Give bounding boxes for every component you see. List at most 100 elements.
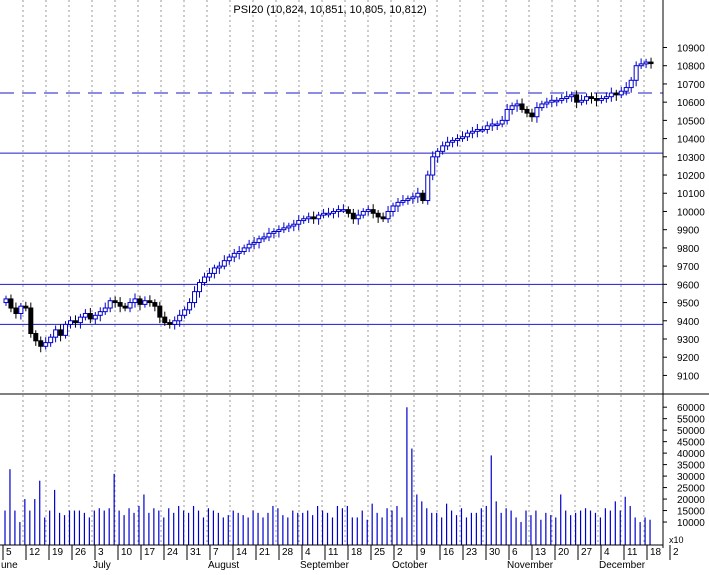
candle-body: [638, 63, 644, 67]
candle-body: [390, 205, 396, 212]
price-tick-label: 9300: [677, 335, 700, 346]
x-day-label: 7: [213, 547, 219, 558]
candle-body: [256, 238, 262, 243]
candle-body: [276, 229, 282, 233]
price-tick-label: 9900: [677, 226, 700, 237]
x-day-label: 5: [6, 547, 12, 558]
candle-body: [584, 96, 590, 101]
candle-body: [321, 212, 327, 216]
candle-body: [608, 92, 614, 98]
candle-body: [360, 210, 366, 216]
x-day-label: 11: [627, 547, 638, 558]
candle-body: [340, 209, 346, 212]
x-day-label: 2: [673, 547, 679, 558]
candle-body: [33, 333, 39, 342]
candle-body: [72, 320, 78, 324]
candle-body: [182, 309, 188, 316]
x-day-label: 4: [305, 547, 311, 558]
volume-tick-label: 30000: [677, 472, 705, 483]
candle-body: [350, 212, 356, 220]
candle-body: [152, 302, 158, 307]
candle-body: [464, 132, 470, 138]
candle-body: [415, 192, 421, 198]
candle-body: [142, 300, 148, 305]
candle-body: [489, 123, 495, 127]
candle-body: [445, 141, 451, 147]
volume-tick-label: 10000: [677, 518, 705, 529]
candle-body: [330, 210, 336, 214]
x-month-label: une: [1, 560, 18, 570]
chart-title: PSI20 (10,824, 10,851, 10,805, 10,812): [233, 4, 426, 16]
x-day-label: 26: [75, 547, 87, 558]
candle-body: [628, 79, 634, 89]
candle-body: [613, 92, 619, 96]
candle-body: [82, 312, 88, 318]
candle-body: [197, 282, 203, 293]
candle-body: [206, 272, 212, 278]
candle-body: [603, 96, 609, 100]
price-tick-label: 9200: [677, 353, 700, 364]
candle-body: [410, 196, 416, 200]
candle-body: [499, 119, 505, 125]
candle-body: [92, 314, 98, 320]
price-axis-ticks: 9100 9200 9300 9400 9500 9600 9700 9800 9900 1000…: [663, 44, 705, 382]
candle-body: [38, 340, 44, 347]
candle-body: [559, 98, 565, 101]
candle-body: [430, 156, 436, 176]
price-tick-label: 9500: [677, 299, 700, 310]
candle-body: [291, 223, 297, 227]
candle-body: [494, 123, 500, 127]
price-tick-label: 10300: [677, 153, 705, 164]
volume-bars: [4, 407, 651, 545]
candle-body: [514, 103, 520, 107]
price-tick-label: 10700: [677, 80, 705, 91]
x-month-label: December: [599, 560, 646, 570]
candle-body: [618, 90, 624, 96]
volume-axis-ticks: 1000015000200002500030000350004000045000…: [663, 403, 705, 545]
candle-body: [534, 107, 540, 118]
volume-tick-label: 15000: [677, 507, 705, 518]
reference-lines: [0, 92, 663, 325]
candle-body: [231, 252, 237, 258]
candle-body: [8, 298, 14, 309]
x-month-label: November: [507, 560, 554, 570]
candle-body: [246, 243, 252, 249]
candle-body: [450, 139, 456, 143]
candle-body: [574, 94, 580, 103]
x-day-label: 6: [512, 547, 518, 558]
x-day-label: 12: [29, 547, 41, 558]
candle-body: [544, 101, 550, 105]
price-tick-label: 9600: [677, 280, 700, 291]
candle-body: [296, 220, 302, 225]
x-day-label: 31: [190, 547, 202, 558]
candle-body: [53, 329, 59, 338]
candle-body: [87, 312, 93, 320]
candle-body: [509, 105, 515, 110]
candle-body: [435, 150, 441, 158]
candle-body: [519, 103, 525, 110]
candle-body: [266, 232, 272, 238]
price-tick-label: 10200: [677, 171, 705, 182]
candle-body: [425, 174, 431, 202]
x-day-label: 30: [489, 547, 501, 558]
candle-body: [380, 216, 386, 220]
x-day-label: 3: [98, 547, 104, 558]
candle-body: [385, 210, 391, 220]
candle-body: [58, 329, 64, 336]
candle-body: [598, 98, 604, 101]
candle-body: [400, 200, 406, 203]
x-day-label: 20: [558, 547, 570, 558]
candle-body: [43, 342, 49, 347]
x-month-label: July: [93, 560, 111, 570]
candle-body: [216, 265, 222, 269]
candle-body: [311, 216, 317, 220]
candle-body: [474, 128, 480, 132]
price-tick-label: 10400: [677, 135, 705, 146]
price-tick-label: 9800: [677, 244, 700, 255]
candle-body: [192, 291, 198, 304]
candle-body: [281, 227, 287, 231]
candle-body: [172, 320, 178, 325]
candle-body: [102, 307, 108, 313]
candle-body: [77, 316, 83, 324]
